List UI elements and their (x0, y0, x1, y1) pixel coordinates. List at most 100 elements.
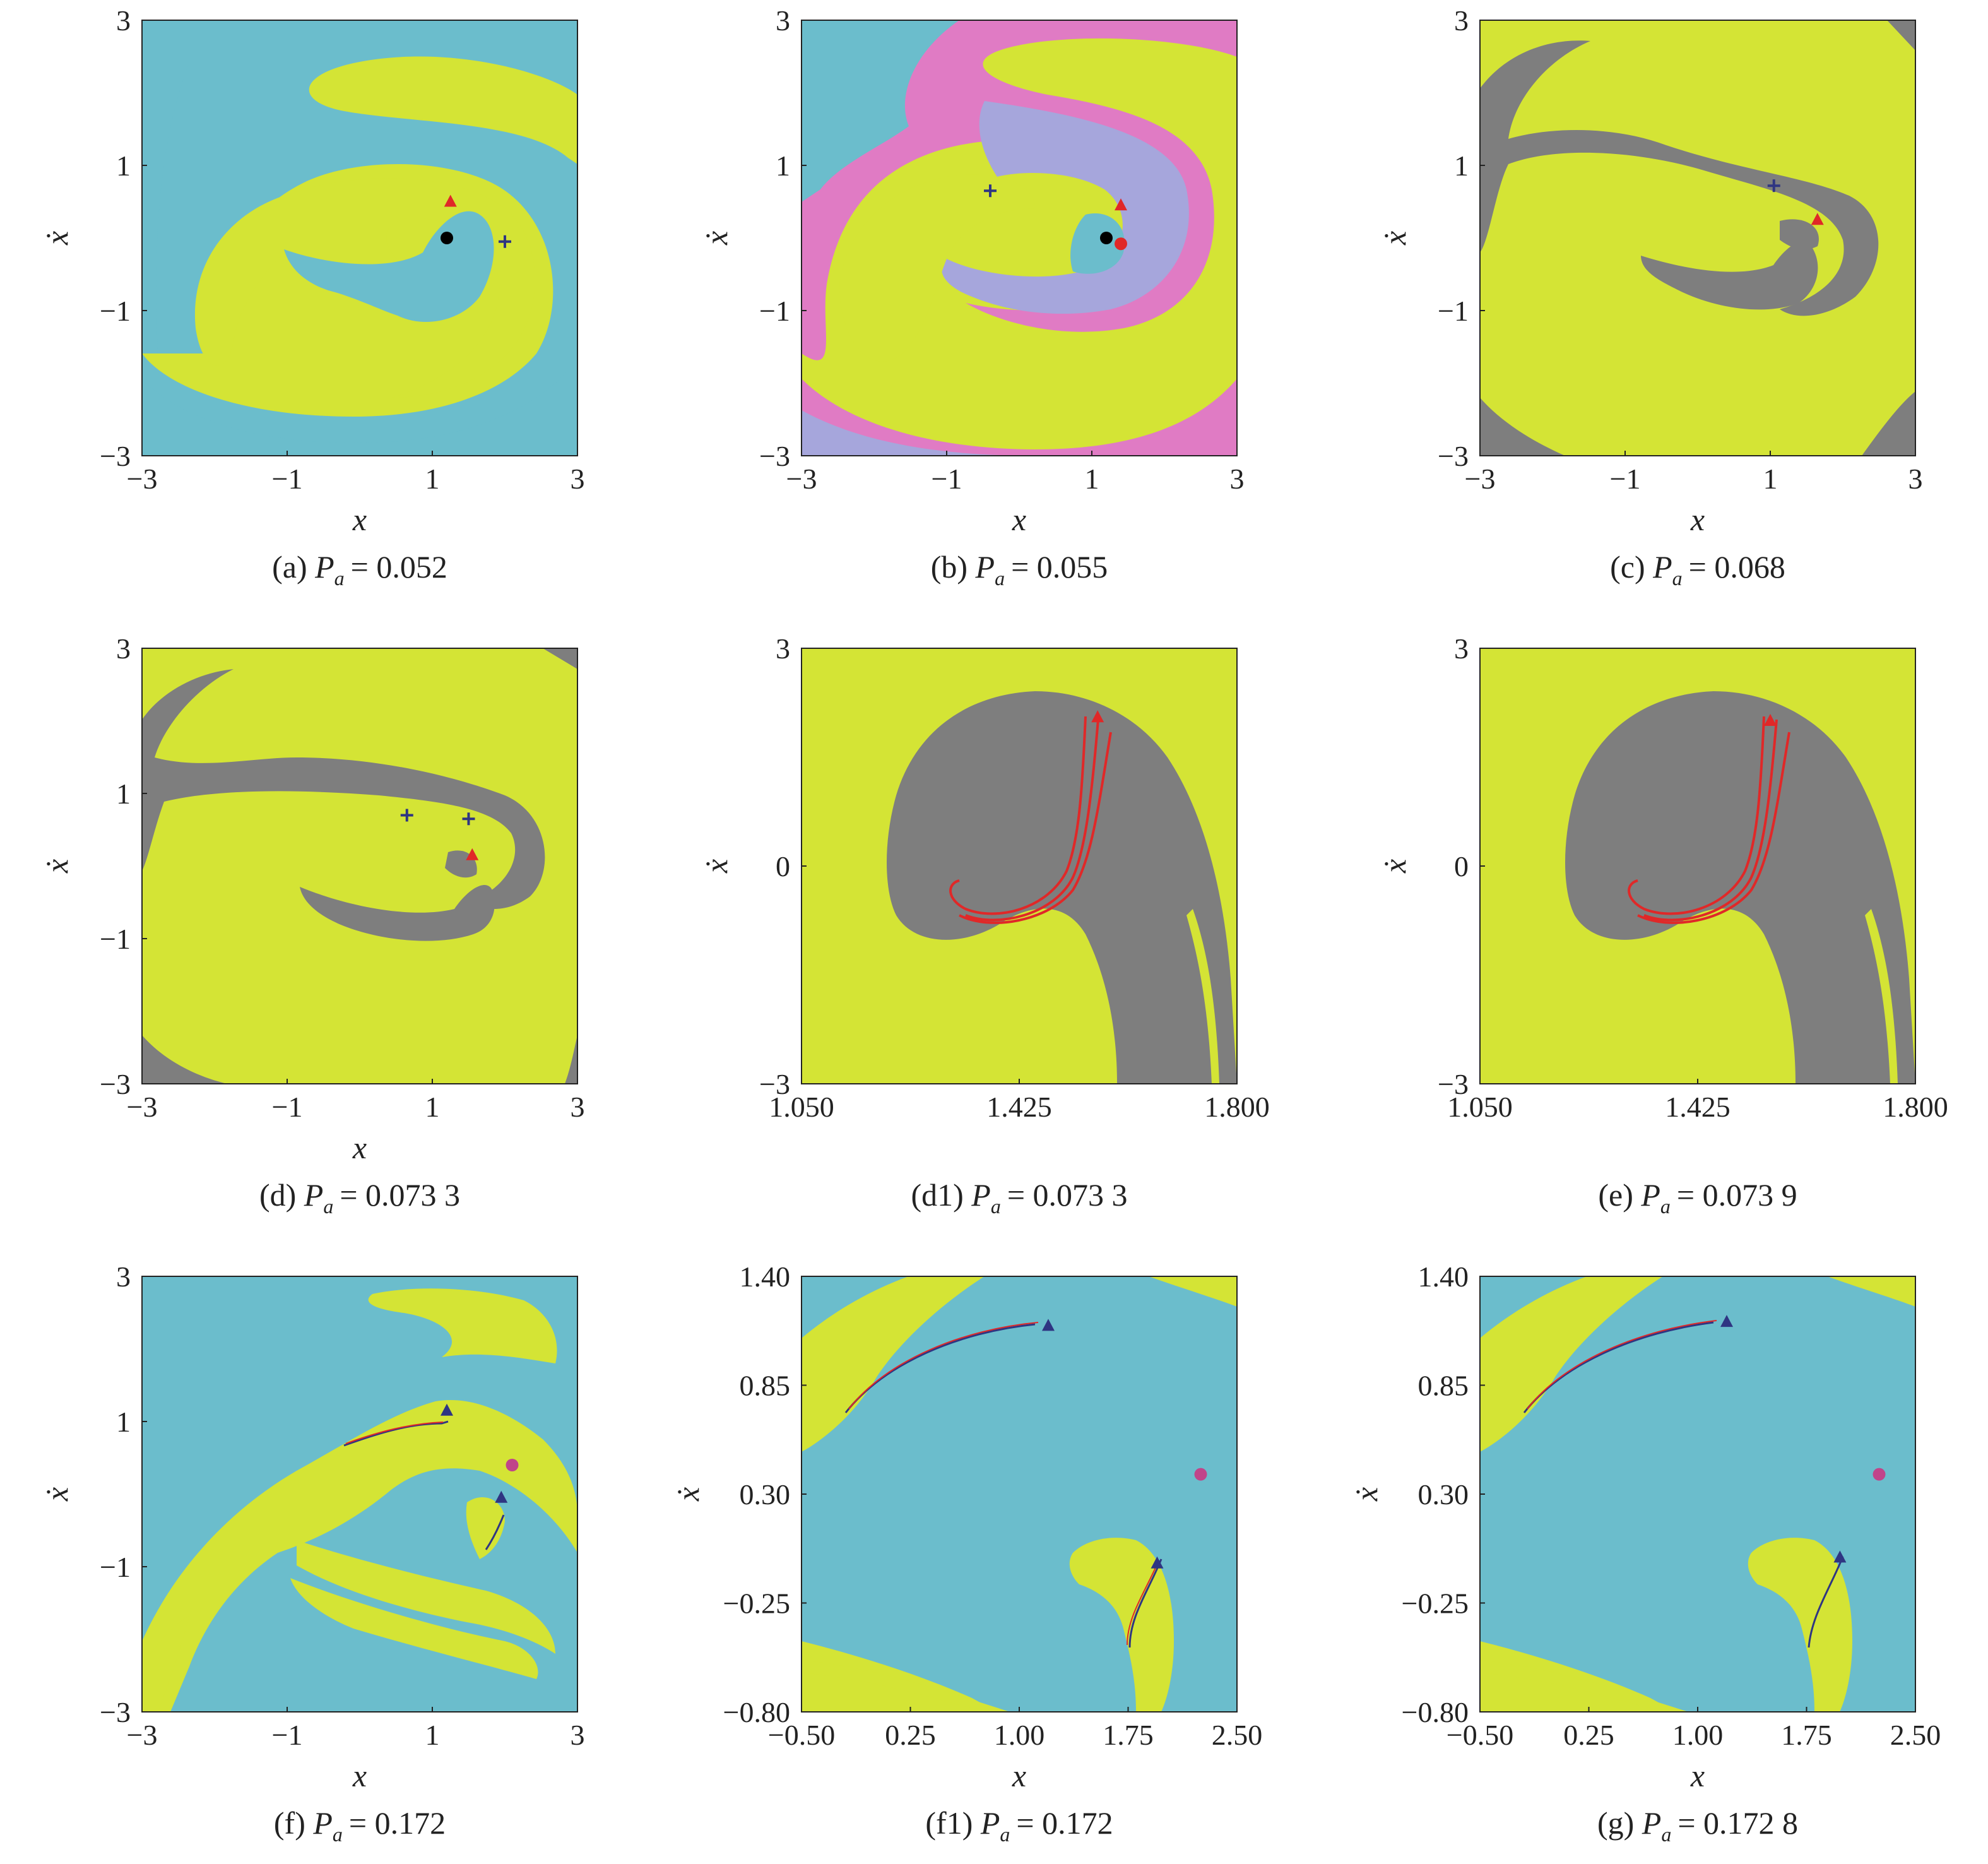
basin-yellow-bottom-strip (802, 1660, 1010, 1712)
y-axis-label: ẋ (1377, 231, 1412, 246)
y-tick-label: 3 (116, 1261, 131, 1293)
basin-gray-corner-br (565, 1035, 577, 1084)
basin-regions-c (1480, 20, 1915, 456)
caption-param-value: = 0.073 3 (1007, 1177, 1128, 1213)
x-tick-label: 1.425 (1665, 1091, 1731, 1123)
markers-f1 (1042, 1319, 1207, 1569)
basin-gray-hook (1780, 219, 1819, 250)
triangle-marker (444, 194, 457, 207)
basin-gray-upper-arm (1480, 40, 1879, 316)
x-tick-label: 1 (1085, 463, 1099, 495)
caption-prefix: (a) (272, 549, 315, 585)
x-tick-label: 1.050 (769, 1091, 834, 1123)
basin-yellow-center (839, 174, 1035, 362)
x-tick-label: 2.50 (1890, 1719, 1941, 1751)
x-tick-label: 1 (1763, 463, 1778, 495)
x-axis-label: x (1690, 1758, 1705, 1793)
trajectory-navy-g-lower (1808, 1556, 1844, 1648)
basin-gray-corner-bl (1480, 398, 1565, 456)
x-tick-label: 0.25 (1563, 1719, 1614, 1751)
x-tick-label: 3 (571, 1091, 585, 1123)
basin-pink-bottom (802, 379, 1237, 456)
y-tick-label: −0.25 (723, 1588, 790, 1620)
axes-a: −3 −1 1 3 −3 −1 1 3 x ẋ (39, 4, 585, 537)
caption-param-subscript: a (991, 1195, 1001, 1218)
basin-yellow-band (142, 1400, 577, 1712)
panel-caption: (f) Pa = 0.172 (274, 1805, 446, 1846)
axes-g: −0.50 0.25 1.00 1.75 2.50 −0.80 −0.25 0.30 0.85 1… (1349, 1261, 1941, 1793)
y-tick-label: 0.85 (1418, 1370, 1469, 1402)
caption-param-symbol: P (312, 1805, 333, 1841)
basin-regions-a (142, 20, 577, 456)
x-tick-label: 1.75 (1103, 1719, 1154, 1751)
basin-regions-f1 (802, 1276, 1237, 1712)
caption-param-value: = 0.172 8 (1677, 1805, 1798, 1841)
y-tick-label: 3 (116, 4, 131, 37)
markers-d1 (1091, 710, 1104, 723)
caption-param-subscript: a (333, 1823, 343, 1846)
x-tick-label: 1 (425, 1719, 440, 1751)
caption-prefix: (d1) (911, 1177, 971, 1213)
caption-param-symbol: P (304, 1177, 324, 1213)
basin-gray-corner-tr (1887, 20, 1915, 50)
triangle-marker (1042, 1319, 1055, 1331)
attractor-point (1194, 1468, 1207, 1481)
axes-f: −3 −1 1 3 −3 −1 1 3 x ẋ (39, 1261, 585, 1793)
captions: (a) Pa = 0.052 (b) Pa = 0.055 (c) Pa = 0.068(… (259, 549, 1798, 1846)
axes-b: −3 −1 1 3 −3 −1 1 3 x ẋ (699, 4, 1245, 537)
y-tick-label: −1 (100, 1551, 131, 1583)
x-tick-label: −1 (1610, 463, 1641, 495)
caption-param-symbol: P (314, 549, 334, 585)
x-tick-label: 3 (1908, 463, 1923, 495)
attractor-point (1100, 232, 1113, 244)
triangle-marker (1811, 213, 1824, 225)
y-tick-label: −3 (100, 1696, 131, 1728)
y-tick-label: −3 (759, 1068, 790, 1100)
triangle-marker (1151, 1556, 1164, 1569)
panel-e: 1.050 1.425 1.800 −3 0 3 ẋ (1377, 632, 1948, 1123)
y-tick-label: 3 (116, 632, 131, 665)
saddle-plus-marker (462, 812, 475, 826)
caption-param-symbol: P (1640, 1177, 1660, 1213)
caption-prefix: (e) (1598, 1177, 1641, 1213)
y-tick-label: 0 (1454, 850, 1469, 882)
y-axis-label: ẋ (39, 231, 74, 246)
panel-caption: (b) Pa = 0.055 (931, 549, 1108, 590)
panel-caption: (e) Pa = 0.073 9 (1598, 1177, 1797, 1218)
panel-caption: (d1) Pa = 0.073 3 (911, 1177, 1127, 1218)
caption-param-subscript: a (1672, 567, 1683, 590)
basin-regions-e (1480, 648, 1915, 1084)
y-tick-label: 3 (776, 632, 790, 665)
saddle-plus-marker (400, 809, 413, 822)
panel-f1: −0.50 0.25 1.00 1.75 2.50 −0.80 −0.25 0.30 0.85 1… (670, 1261, 1262, 1793)
basin-gray-spiral (300, 884, 495, 941)
basin-yellow-corner-bl (142, 1616, 189, 1712)
panel-caption: (g) Pa = 0.172 8 (1597, 1805, 1798, 1846)
caption-param-subscript: a (1000, 1823, 1010, 1846)
y-tick-label: −3 (100, 440, 131, 472)
triangle-marker (1720, 1315, 1733, 1327)
caption-param-symbol: P (975, 549, 995, 585)
y-tick-label: 1 (116, 778, 131, 810)
x-axis-label: x (352, 502, 367, 537)
trajectory-red-g-upper (1527, 1320, 1717, 1410)
triangle-marker (1091, 710, 1104, 723)
markers-a (441, 194, 511, 248)
y-axis-label: ẋ (1349, 1487, 1384, 1502)
y-tick-label: 0 (776, 850, 790, 882)
basin-yellow-mid (194, 178, 535, 398)
markers-g (1720, 1315, 1886, 1563)
trajectory-navy-f2 (485, 1514, 505, 1550)
x-tick-label: −1 (932, 463, 962, 495)
caption-param-value: = 0.073 9 (1677, 1177, 1797, 1213)
x-tick-label: 0.25 (885, 1719, 936, 1751)
triangle-marker (466, 848, 479, 860)
y-tick-label: 0.30 (1418, 1478, 1469, 1511)
plot-frame-b (801, 20, 1238, 456)
basin-gray-corner-bl (142, 1035, 227, 1084)
x-tick-label: −3 (786, 463, 817, 495)
caption-param-symbol: P (980, 1805, 1000, 1841)
caption-param-subscript: a (334, 567, 345, 590)
trajectory-red-f1 (345, 1422, 444, 1444)
